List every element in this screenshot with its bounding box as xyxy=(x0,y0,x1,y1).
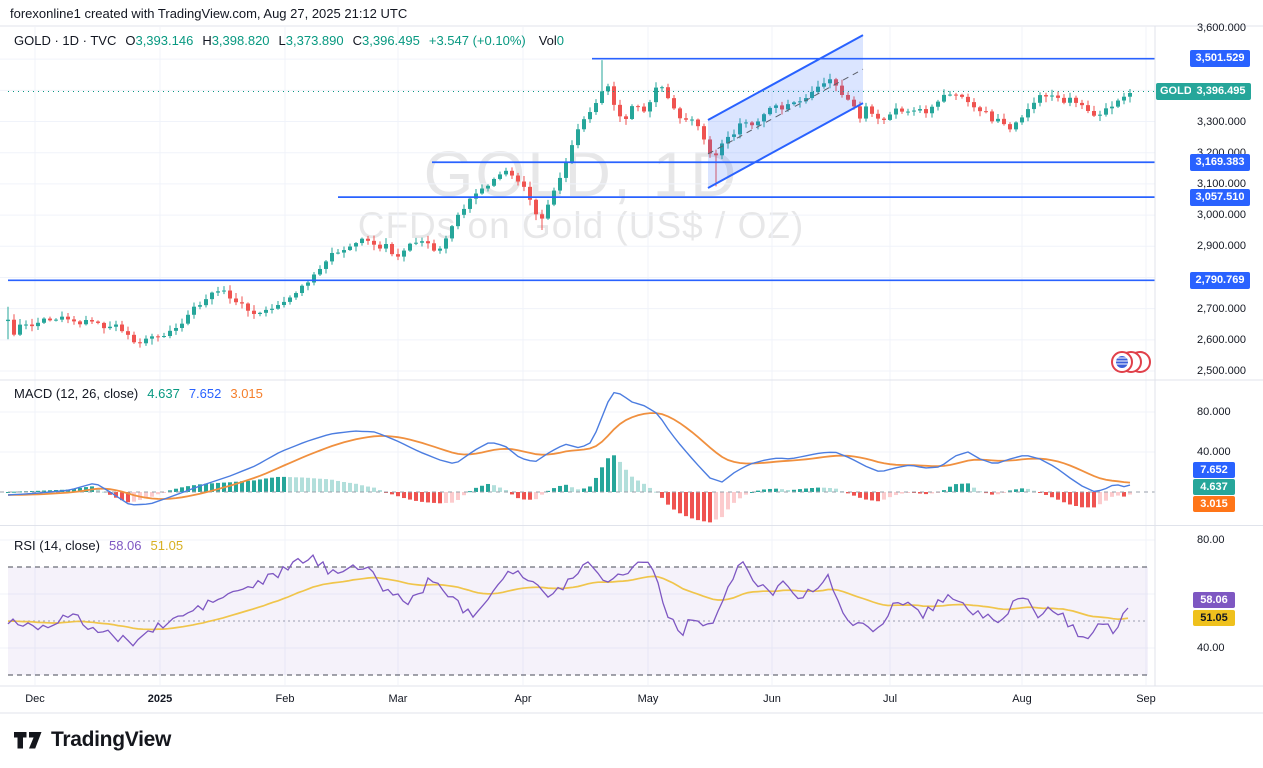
ohlc-low: L3,373.890 xyxy=(278,33,344,48)
rsi-title: RSI (14, close) xyxy=(14,538,100,553)
price-levels xyxy=(8,57,1155,282)
macd-line-value: 7.652 xyxy=(188,386,222,401)
tradingview-wordmark: TradingView xyxy=(51,728,172,751)
tvc-provider-icon xyxy=(1111,351,1151,373)
macd-hist-value: 4.637 xyxy=(147,386,180,401)
rsi-band xyxy=(8,566,1148,676)
symbol-title: GOLD · 1D · TVC xyxy=(14,33,117,48)
change-value: +3.547 (+0.10%) xyxy=(428,33,526,48)
rsi-ma-value: 51.05 xyxy=(150,538,184,553)
ohlc-open: O3,393.146 xyxy=(125,33,194,48)
rsi-value: 58.06 xyxy=(108,538,142,553)
volume-readout: Vol0 xyxy=(538,33,565,48)
rsi-legend: RSI (14, close) 58.06 51.05 xyxy=(14,538,183,553)
gridlines xyxy=(0,27,1155,685)
rsi-panel xyxy=(7,553,1129,647)
macd-legend: MACD (12, 26, close) 4.637 7.652 3.015 xyxy=(14,386,263,401)
macd-panel xyxy=(0,391,1155,523)
watermark-description: CFDs on Gold (US$ / OZ) xyxy=(357,205,805,247)
attribution-text: forexonline1 created with TradingView.co… xyxy=(10,6,408,21)
tradingview-logo-icon xyxy=(14,731,42,748)
panel-borders xyxy=(0,25,1263,714)
macd-signal-value: 3.015 xyxy=(230,386,263,401)
parallel-channel xyxy=(707,34,864,189)
tradingview-footer-logo[interactable]: TradingView xyxy=(14,728,171,752)
macd-title: MACD (12, 26, close) xyxy=(14,386,139,401)
candlestick-series xyxy=(6,60,1132,348)
price-legend: GOLD · 1D · TVC O3,393.146 H3,398.820 L3… xyxy=(14,33,564,48)
ohlc-high: H3,398.820 xyxy=(202,33,270,48)
ohlc-close: C3,396.495 xyxy=(352,33,420,48)
